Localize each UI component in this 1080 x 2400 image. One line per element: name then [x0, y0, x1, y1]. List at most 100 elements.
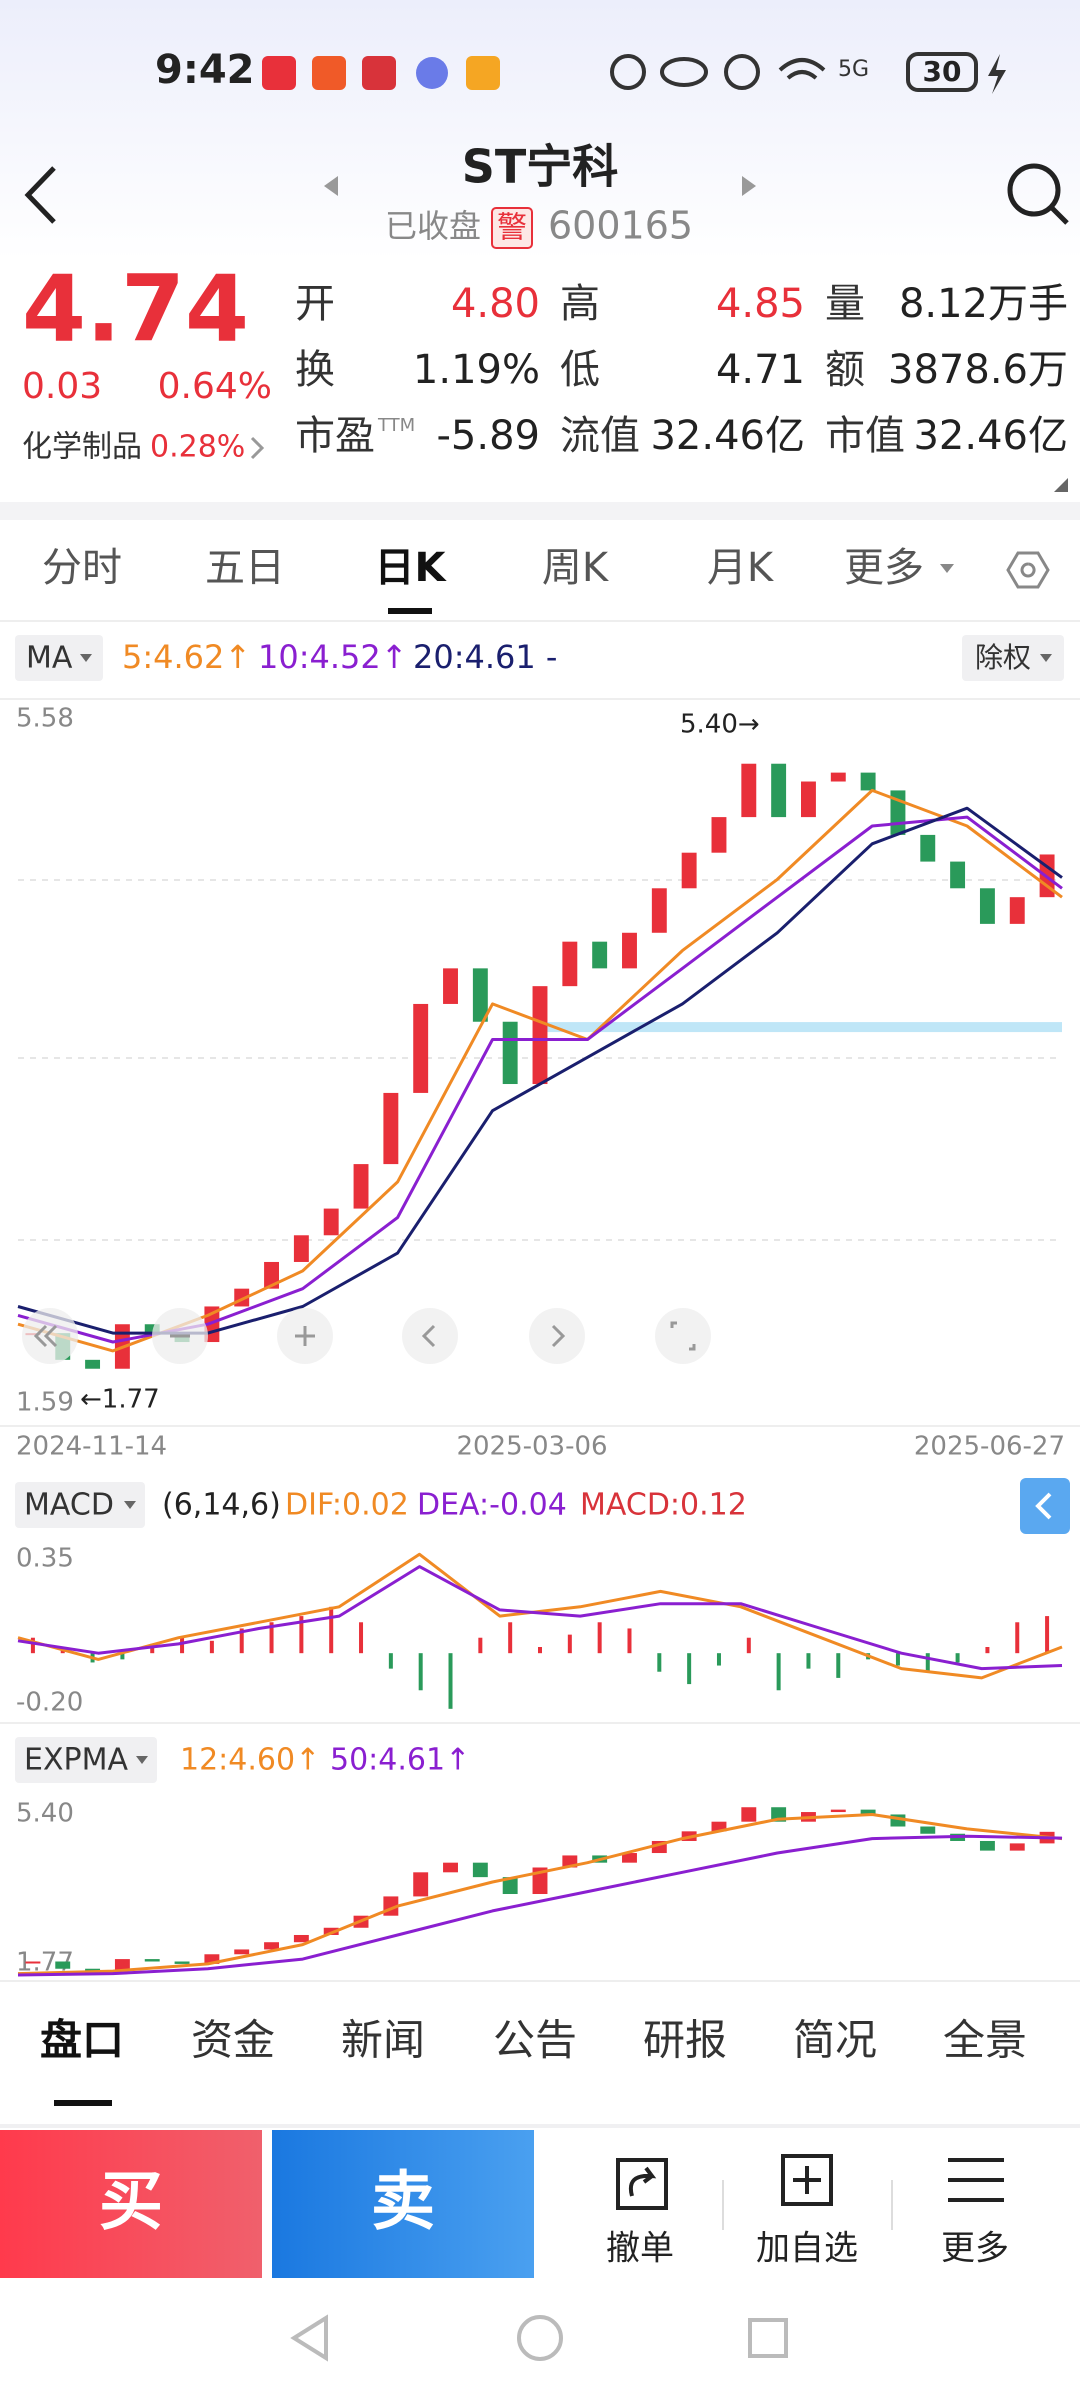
tab-active[interactable]: 盘口: [40, 2016, 124, 2065]
candle: [502, 1877, 518, 1895]
indicator-select[interactable]: [15, 1737, 157, 1783]
y-tick-label: 5.58: [16, 704, 74, 734]
battery: 30: [923, 55, 962, 88]
field-label: 额: [825, 347, 865, 393]
divider: [0, 698, 1080, 700]
action-label[interactable]: 更多: [941, 2229, 1009, 2269]
candle: [622, 1853, 637, 1863]
candle: [1009, 897, 1025, 924]
field-value: 4.85: [716, 281, 805, 327]
macd-bar: [806, 1653, 811, 1669]
indicator-select[interactable]: [15, 1482, 145, 1528]
dropdown-caret: [136, 1756, 148, 1764]
expand-corner[interactable]: [1054, 478, 1068, 492]
divider: [0, 1980, 1080, 1982]
field-value: 8.12万手: [899, 281, 1068, 327]
candle: [950, 861, 966, 889]
buy: 买: [99, 2166, 163, 2240]
candle: [562, 941, 578, 987]
macd-legend: DIF:0.02: [285, 1488, 409, 1523]
next-stock[interactable]: [742, 176, 756, 196]
adjust-select[interactable]: [962, 635, 1064, 681]
tab-underline: [388, 608, 432, 614]
search-button[interactable]: [1007, 163, 1069, 225]
macd-params: (6,14,6): [162, 1488, 281, 1523]
tab[interactable]: 新闻: [341, 2016, 425, 2065]
status-icons: 5G: [262, 52, 1006, 94]
expma-legend: 12:4.60↑: [180, 1743, 320, 1778]
candle: [472, 1862, 488, 1878]
chart-controls[interactable]: [22, 1308, 711, 1364]
indicator-select[interactable]: [15, 635, 103, 681]
candle: [353, 1164, 369, 1209]
tab[interactable]: 周K: [542, 545, 610, 591]
candle: [264, 1261, 279, 1289]
tab-active[interactable]: 日K: [375, 545, 448, 591]
svg-text:5G: 5G: [838, 57, 869, 82]
indicator-name: EXPMA: [24, 1743, 128, 1778]
field-label: 高: [560, 281, 600, 327]
tab[interactable]: 简况: [793, 2016, 877, 2065]
tab[interactable]: 五日: [205, 545, 285, 591]
candle: [114, 1959, 130, 1972]
candle: [651, 888, 667, 933]
buy-button[interactable]: [0, 2130, 262, 2278]
dropdown-caret: [124, 1501, 136, 1509]
candle: [204, 1954, 220, 1964]
ma-legend: 20:4.61 -: [413, 638, 557, 676]
tab[interactable]: 全景: [943, 2016, 1027, 2065]
side-tab[interactable]: [1020, 1478, 1070, 1534]
sell-button[interactable]: [272, 2130, 534, 2278]
macd-bar: [329, 1606, 334, 1654]
price: 4.74: [22, 255, 249, 362]
field-label: 市盈: [295, 413, 375, 459]
tab[interactable]: 公告: [493, 2016, 577, 2065]
watchlist-icon[interactable]: [781, 2154, 833, 2206]
candle: [979, 888, 995, 924]
field-value: 32.46亿: [650, 413, 805, 459]
macd-bar: [30, 1637, 35, 1654]
candle: [383, 1092, 399, 1165]
date-label: 2024-11-14: [16, 1432, 167, 1462]
more-icon[interactable]: [948, 2158, 1004, 2202]
macd-legend: DEA:-0.04: [417, 1488, 567, 1523]
macd-bar: [239, 1628, 244, 1654]
macd-bar: [1015, 1622, 1020, 1654]
field-value: 4.80: [451, 281, 540, 327]
candle: [532, 986, 548, 1085]
tab[interactable]: 分时: [42, 545, 122, 591]
prev-stock[interactable]: [324, 176, 338, 196]
adjust: 除权: [975, 641, 1031, 674]
time: 9:42: [155, 47, 255, 93]
action-label[interactable]: 加自选: [756, 2229, 858, 2269]
info-tabs: 盘口 资金 新闻 公告 研报 简况 全景: [40, 2016, 1027, 2065]
tab[interactable]: 研报: [643, 2016, 727, 2065]
macd-bar: [508, 1622, 513, 1654]
y-tick-label: -0.20: [16, 1688, 83, 1718]
candle: [711, 817, 727, 853]
settings-icon[interactable]: [1006, 551, 1050, 589]
y-tick-label: 1.59: [16, 1388, 74, 1418]
divider: [0, 1722, 1080, 1724]
tab[interactable]: 资金: [191, 2016, 275, 2065]
macd-legend: MACD:0.12: [580, 1488, 747, 1523]
divider: [0, 620, 1080, 622]
action-label[interactable]: 撤单: [606, 2229, 674, 2269]
cancel-icon[interactable]: [616, 2158, 668, 2210]
macd-bar: [627, 1628, 632, 1654]
indicator-line: [17, 1813, 1063, 1976]
charts: 5.581.590.35-0.205.401.77: [16, 704, 1063, 1978]
tab[interactable]: 月K: [707, 545, 775, 591]
macd-bar: [716, 1653, 721, 1666]
sector: 化学制品: [22, 430, 142, 465]
back-button[interactable]: [24, 166, 56, 224]
field-label: 换: [295, 347, 335, 393]
dropdown-caret: [80, 654, 92, 662]
nav-bar[interactable]: [290, 2314, 788, 2362]
field-value: 3878.6万: [888, 347, 1068, 393]
tab[interactable]: 更多: [844, 545, 924, 591]
sector-arrow[interactable]: [250, 436, 265, 460]
macd-bar: [418, 1653, 423, 1691]
macd-bar: [955, 1653, 960, 1663]
macd-bar: [538, 1647, 542, 1654]
